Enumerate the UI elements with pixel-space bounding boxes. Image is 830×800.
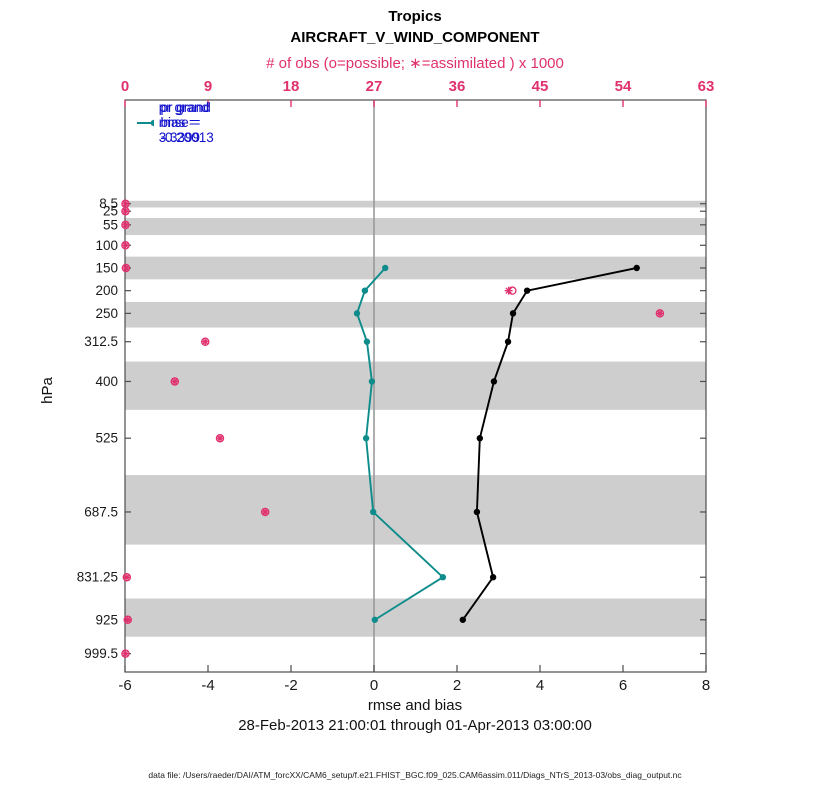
y-tick-label: 925	[95, 612, 118, 627]
x-tick-label-top: 27	[366, 78, 383, 95]
y-tick-label: 831.25	[77, 570, 118, 585]
x-tick-label-bottom: -2	[284, 677, 297, 694]
obs-assimilated-marker	[216, 434, 224, 442]
obs-assimilated-marker	[505, 287, 512, 294]
pr-grand-bias-marker	[439, 574, 447, 581]
y-tick-label: 250	[95, 306, 118, 321]
pr-grand-rmse-marker	[476, 435, 484, 442]
legend-bias-swatch	[137, 119, 154, 126]
legend-bias-swatch-marker	[150, 119, 154, 126]
obs-assimilated-marker	[171, 378, 179, 385]
pr-grand-bias-marker	[361, 287, 369, 294]
x-tick-label-top: 18	[283, 78, 300, 95]
obs-assimilated-marker	[122, 264, 130, 272]
y-tick-label: 200	[95, 283, 118, 298]
x-tick-label-bottom: 4	[536, 677, 544, 694]
x-tick-label-bottom: -6	[118, 677, 131, 694]
obs-assimilated-marker	[122, 241, 129, 249]
x-tick-label-bottom: -4	[201, 677, 214, 694]
pr-grand-rmse-marker	[509, 310, 517, 317]
x-tick-label-top: 54	[615, 78, 632, 95]
pr-grand-rmse-marker	[504, 338, 512, 345]
shaded-band	[125, 302, 706, 328]
bottom-axis-title: rmse and bias	[367, 697, 463, 714]
shaded-band	[125, 598, 706, 637]
x-tick-label-top: 45	[532, 78, 549, 95]
y-tick-label: 525	[95, 431, 118, 446]
obs-assimilated-marker	[201, 338, 209, 346]
y-tick-label: 312.5	[84, 334, 118, 349]
obs-assimilated-marker	[261, 508, 269, 516]
pr-grand-rmse-marker	[633, 264, 640, 272]
y-tick-label: 100	[95, 238, 118, 253]
pr-grand-bias-marker	[368, 378, 376, 385]
region-title: Tropics	[388, 8, 442, 25]
y-tick-label: 999.5	[84, 646, 118, 661]
y-axis-title: hPa	[38, 377, 56, 404]
obs-assimilated-marker	[122, 221, 129, 229]
pr-grand-bias-marker	[382, 264, 389, 272]
legend-rmse-label: pr grand rmse = 3.3399	[158, 100, 210, 145]
y-tick-label: 687.5	[84, 504, 118, 519]
pr-grand-bias-marker	[363, 338, 371, 345]
shaded-band	[125, 361, 706, 410]
variable-title: AIRCRAFT_V_WIND_COMPONENT	[290, 29, 540, 46]
x-tick-label-top: 0	[121, 78, 129, 95]
obs-assimilated-marker	[656, 310, 664, 317]
shaded-band	[125, 475, 706, 545]
pr-grand-bias-marker	[362, 435, 370, 442]
x-tick-label-bottom: 6	[619, 677, 627, 694]
obs-assimilated-marker	[123, 573, 131, 581]
x-tick-label-bottom: 2	[453, 677, 461, 694]
pr-grand-rmse-marker	[473, 508, 481, 516]
pr-grand-rmse-marker	[489, 574, 497, 581]
legend-entry-bias: pr grand bias = -0.20013	[136, 100, 232, 145]
pr-grand-bias-marker	[353, 310, 361, 317]
y-tick-label: 25	[103, 204, 118, 219]
pr-grand-rmse-marker	[490, 378, 498, 385]
pr-grand-rmse-marker	[459, 616, 467, 623]
shaded-band	[125, 218, 706, 236]
pr-grand-bias-marker	[371, 616, 379, 623]
x-tick-label-top: 36	[449, 78, 466, 95]
top-axis-title: # of obs (o=possible; ∗=assimilated ) x …	[266, 55, 564, 72]
shaded-band	[125, 200, 706, 208]
y-tick-label: 8.5	[99, 196, 118, 211]
obs-assimilated-marker	[122, 207, 129, 215]
pr-grand-rmse-marker	[523, 287, 531, 294]
x-tick-label-bottom: 0	[370, 677, 378, 694]
data-file-path: data file: /Users/raeder/DAI/ATM_forcXX/…	[148, 770, 682, 780]
x-tick-label-bottom: 8	[702, 677, 710, 694]
x-tick-label-top: 9	[204, 78, 212, 95]
y-tick-label: 400	[95, 374, 118, 389]
date-range: 28-Feb-2013 21:00:01 through 01-Apr-2013…	[238, 717, 592, 734]
obs-assimilated-marker	[122, 200, 129, 208]
plot-border	[124, 99, 707, 673]
obs-assimilated-marker	[124, 616, 132, 624]
y-tick-label: 150	[95, 260, 118, 275]
y-tick-label: 55	[103, 217, 118, 232]
x-tick-label-top: 63	[698, 78, 715, 95]
legend-bias-label: pr grand bias = -0.20013	[160, 100, 214, 145]
pr-grand-bias-marker	[369, 508, 377, 516]
obs-assimilated-marker	[122, 650, 129, 657]
shaded-band	[125, 256, 706, 280]
